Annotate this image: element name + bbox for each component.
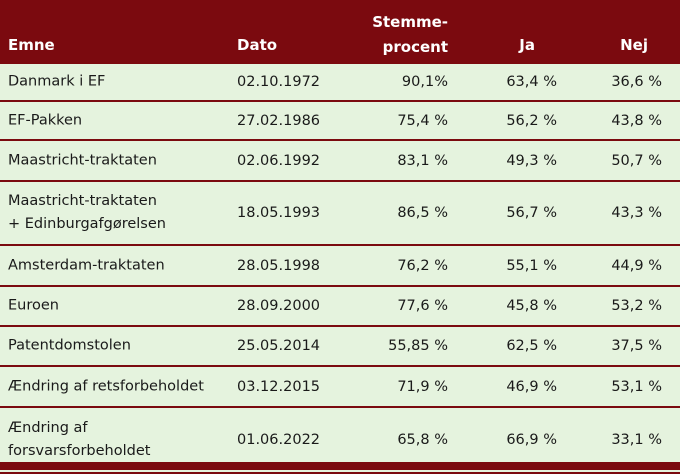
table-row: EF-Pakken 27.02.1986 75,4 % 56,2 % 43,8 % [0, 102, 680, 141]
cell-emne-line: Danmark i EF [8, 73, 106, 90]
table-row: Danmark i EF 02.10.1972 90,1% 63,4 % 36,6 % [0, 64, 680, 102]
cell-emne-line: Euroen [8, 297, 59, 314]
table-row: Ændring af retsforbeholdet 03.12.2015 71,9… [0, 367, 680, 408]
header-stemmeprocent: Stemme- procent [372, 10, 448, 60]
table-body: Danmark i EF 02.10.1972 90,1% 63,4 % 36,6 % E… [0, 64, 680, 474]
cell-ja: 45,8 % [506, 298, 557, 314]
cell-dato: 02.06.1992 [237, 152, 321, 169]
cell-dato: 01.06.2022 [237, 432, 321, 448]
cell-emne-line: Maastricht-traktaten [8, 193, 157, 209]
table-row: Maastricht-traktaten 02.06.1992 83,1 % 49,3… [0, 141, 680, 182]
table-header: Emne Dato Stemme- procent Ja Nej [0, 0, 680, 64]
header-dato: Dato [237, 36, 278, 54]
cell-ja: 63,4 % [506, 74, 557, 90]
cell-nej: 37,5 % [611, 338, 662, 354]
table-row: Euroen 28.09.2000 77,6 % 45,8 % 53,2 % [0, 287, 680, 327]
header-stemme-line1: Stemme- [372, 13, 448, 31]
cell-emne-line: + Edinburgafgørelsen [8, 216, 166, 232]
cell-dato: 02.10.1972 [237, 74, 321, 90]
cell-stemmeprocent: 83,1 % [397, 152, 448, 169]
header-ja: Ja [519, 36, 535, 54]
cell-ja: 46,9 % [506, 378, 557, 395]
cell-dato: 25.05.2014 [237, 338, 321, 354]
cell-emne: Euroen [8, 295, 59, 318]
header-nej: Nej [620, 36, 648, 54]
cell-emne-line: forsvarsforbeholdet [8, 443, 151, 459]
cell-ja: 55,1 % [506, 257, 557, 274]
cell-stemmeprocent: 76,2 % [397, 257, 448, 274]
cell-emne-line: Ændring af [8, 420, 88, 436]
cell-emne: Patentdomstolen [8, 335, 131, 358]
cell-emne: EF-Pakken [8, 109, 82, 132]
cell-dato: 27.02.1986 [237, 112, 321, 129]
cell-emne-line: EF-Pakken [8, 112, 83, 128]
cell-nej: 53,2 % [611, 298, 662, 314]
cell-dato: 03.12.2015 [237, 378, 321, 395]
cell-ja: 56,2 % [506, 112, 557, 129]
cell-emne-line: Maastricht-traktaten [8, 152, 157, 168]
cell-dato: 18.05.1993 [237, 205, 321, 221]
cell-stemmeprocent: 77,6 % [397, 298, 448, 314]
cell-emne: Danmark i EF [8, 71, 105, 94]
table-row: Patentdomstolen 25.05.2014 55,85 % 62,5 % 37… [0, 327, 680, 367]
cell-nej: 53,1 % [611, 378, 662, 395]
table-row: Amsterdam-traktaten 28.05.1998 76,2 % 55,1 … [0, 246, 680, 287]
cell-nej: 33,1 % [611, 432, 662, 448]
cell-emne: Maastricht-traktaten + Edinburgafgørelsen [8, 190, 166, 236]
table-row: Maastricht-traktaten + Edinburgafgørelsen… [0, 182, 680, 246]
cell-dato: 28.09.2000 [237, 298, 321, 314]
cell-ja: 56,7 % [506, 205, 557, 221]
cell-nej: 43,8 % [611, 112, 662, 129]
table-bottom-border [0, 462, 680, 470]
cell-nej: 50,7 % [611, 152, 662, 169]
cell-stemmeprocent: 90,1% [401, 74, 448, 90]
cell-ja: 62,5 % [506, 338, 557, 354]
cell-stemmeprocent: 86,5 % [397, 205, 448, 221]
cell-nej: 43,3 % [611, 205, 662, 221]
cell-stemmeprocent: 71,9 % [397, 378, 448, 395]
header-stemme-line2: procent [382, 38, 448, 56]
header-emne: Emne [8, 36, 55, 54]
cell-nej: 36,6 % [611, 74, 662, 90]
cell-ja: 49,3 % [506, 152, 557, 169]
cell-stemmeprocent: 75,4 % [397, 112, 448, 129]
cell-dato: 28.05.1998 [237, 257, 321, 274]
cell-emne-line: Amsterdam-traktaten [8, 257, 165, 273]
cell-emne: Ændring af forsvarsforbeholdet [8, 417, 150, 463]
cell-emne: Ændring af retsforbeholdet [8, 375, 204, 398]
cell-stemmeprocent: 65,8 % [397, 432, 448, 448]
cell-stemmeprocent: 55,85 % [388, 338, 448, 354]
cell-emne: Maastricht-traktaten [8, 149, 157, 172]
cell-emne-line: Ændring af retsforbeholdet [8, 378, 204, 394]
cell-emne: Amsterdam-traktaten [8, 254, 165, 277]
cell-nej: 44,9 % [611, 257, 662, 274]
cell-ja: 66,9 % [506, 432, 557, 448]
cell-emne-line: Patentdomstolen [8, 337, 131, 354]
